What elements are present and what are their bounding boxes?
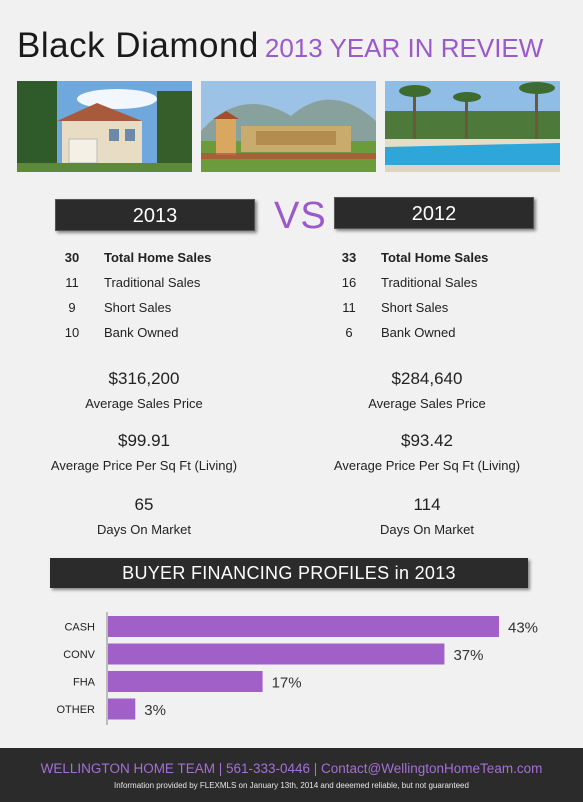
sales-count: 6 [345, 325, 353, 340]
sales-label: Short Sales [381, 300, 449, 315]
sales-count: 30 [64, 250, 80, 265]
bar-fha [108, 671, 263, 692]
financing-chart-title: BUYER FINANCING PROFILES in 2013 [50, 558, 528, 588]
days-on-market-2012: 114 Days On Market [307, 495, 547, 537]
footer-contact: WELLINGTON HOME TEAM | 561-333-0446 | Co… [40, 761, 543, 776]
financing-bar-chart: CASH 43% CONV 37% FHA 17% OTHER 3% [57, 612, 538, 725]
vs-label: VS [274, 195, 327, 237]
sales-count: 10 [64, 325, 80, 340]
metric-caption: Average Price Per Sq Ft (Living) [50, 458, 238, 473]
sales-label: Total Home Sales [381, 250, 489, 265]
category-label: CASH [64, 622, 95, 634]
value-label: 43% [508, 620, 538, 637]
metric-caption: Average Sales Price [85, 396, 203, 411]
sales-count: 9 [68, 300, 76, 315]
metric-caption: Days On Market [97, 522, 191, 537]
sales-count: 11 [65, 275, 79, 290]
sales-breakdown-2013: 30 Total Home Sales 11 Traditional Sales… [62, 250, 262, 345]
metric-value: $316,200 [108, 369, 180, 388]
page-title: Black Diamond 2013 YEAR IN REVIEW [17, 26, 543, 66]
metric-value: $99.91 [118, 431, 170, 450]
category-label: FHA [73, 677, 96, 689]
sales-label: Total Home Sales [104, 250, 212, 265]
sales-label: Bank Owned [104, 325, 179, 340]
entrance-sign-photo [201, 81, 376, 172]
sales-label: Traditional Sales [381, 275, 478, 290]
avg-sales-price-2013: $316,200 Average Sales Price [24, 369, 264, 411]
sales-label: Bank Owned [381, 325, 456, 340]
year-2012-label: 2012 [334, 197, 534, 229]
avg-sales-price-2012: $284,640 Average Sales Price [307, 369, 547, 411]
value-label: 3% [144, 702, 166, 719]
category-label: CONV [63, 649, 95, 661]
house-photo [17, 81, 192, 172]
bar-cash [108, 616, 499, 637]
value-label: 37% [453, 647, 483, 664]
metric-value: $284,640 [391, 369, 463, 388]
metric-caption: Average Sales Price [368, 396, 486, 411]
footer: WELLINGTON HOME TEAM | 561-333-0446 | Co… [0, 748, 583, 802]
avg-price-sqft-2013: $99.91 Average Price Per Sq Ft (Living) [24, 431, 264, 473]
avg-price-sqft-2012: $93.42 Average Price Per Sq Ft (Living) [307, 431, 547, 473]
sales-count: 11 [342, 300, 356, 315]
sales-breakdown-2012: 33 Total Home Sales 16 Traditional Sales… [339, 250, 539, 345]
sales-label: Short Sales [104, 300, 172, 315]
category-label: OTHER [57, 704, 96, 716]
bar-conv [108, 643, 445, 665]
metric-value: $93.42 [401, 431, 453, 450]
metric-caption: Days On Market [380, 522, 474, 537]
community-name: Black Diamond [17, 26, 259, 65]
metric-value: 114 [413, 495, 441, 514]
pool-photo [385, 81, 560, 172]
sales-count: 16 [341, 275, 357, 290]
sales-count: 33 [341, 250, 357, 265]
metric-caption: Average Price Per Sq Ft (Living) [333, 458, 521, 473]
value-label: 17% [272, 675, 302, 692]
footer-disclaimer: Information provided by FLEXMLS on Janua… [114, 781, 469, 790]
sales-label: Traditional Sales [104, 275, 201, 290]
metric-value: 65 [134, 495, 154, 514]
report-subtitle: 2013 YEAR IN REVIEW [264, 33, 544, 63]
bar-other [108, 698, 136, 720]
days-on-market-2013: 65 Days On Market [24, 495, 264, 537]
year-2013-label: 2013 [55, 199, 255, 231]
